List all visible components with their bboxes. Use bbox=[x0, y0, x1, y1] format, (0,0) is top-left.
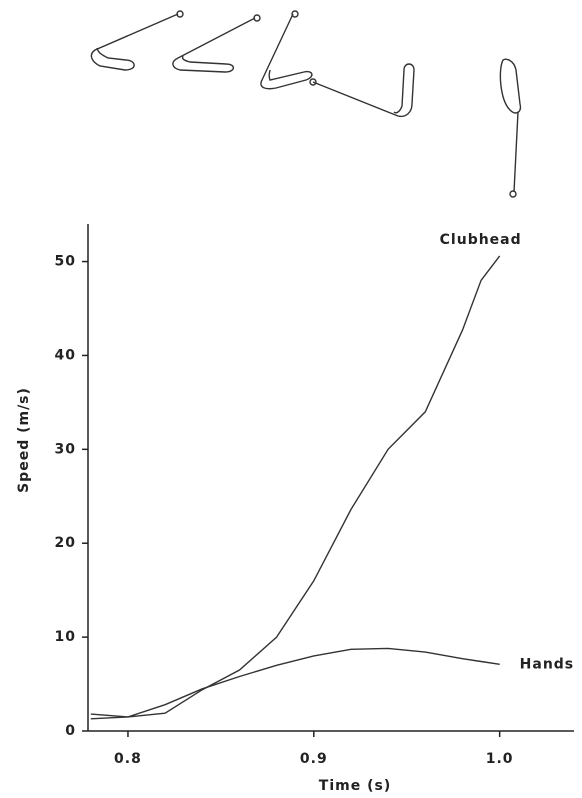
swing-sketches bbox=[91, 11, 520, 197]
chart: Speed (m/s) Time (s) 0 10 20 30 40 50 0.8 0.9 1.… bbox=[0, 0, 582, 798]
y-tick-label: 20 bbox=[55, 535, 76, 551]
y-axis-title: Speed (m/s) bbox=[16, 387, 32, 493]
y-tick-label: 40 bbox=[55, 347, 76, 363]
x-tick-label: 1.0 bbox=[486, 751, 514, 767]
series-label: Clubhead bbox=[440, 232, 522, 248]
x-tick-label: 0.9 bbox=[300, 751, 328, 767]
y-tick-label: 50 bbox=[55, 254, 76, 270]
y-tick-label: 30 bbox=[55, 441, 76, 457]
series-label: Hands bbox=[520, 656, 575, 672]
y-tick-label: 0 bbox=[65, 723, 76, 739]
series-line bbox=[91, 256, 500, 719]
x-axis-title: Time (s) bbox=[319, 778, 391, 794]
x-tick-label: 0.8 bbox=[114, 751, 142, 767]
series-line bbox=[91, 648, 500, 717]
y-tick-label: 10 bbox=[55, 629, 76, 645]
